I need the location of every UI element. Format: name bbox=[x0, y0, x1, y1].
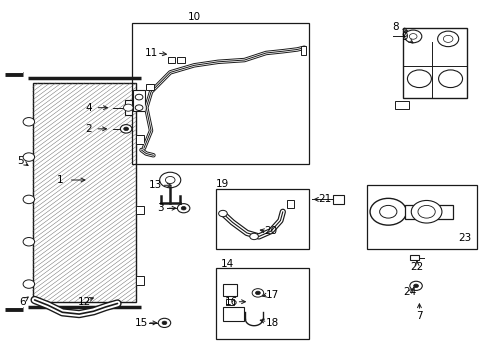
Circle shape bbox=[23, 153, 35, 161]
Bar bbox=[136, 276, 144, 285]
Text: 2: 2 bbox=[85, 124, 92, 134]
Text: 7: 7 bbox=[415, 311, 422, 321]
Bar bbox=[136, 206, 144, 214]
Text: 13: 13 bbox=[149, 180, 162, 190]
Bar bbox=[223, 307, 244, 321]
Circle shape bbox=[158, 318, 170, 328]
Text: 6: 6 bbox=[19, 297, 25, 307]
Text: 12: 12 bbox=[77, 297, 90, 307]
Text: 11: 11 bbox=[144, 48, 157, 58]
Circle shape bbox=[218, 210, 227, 217]
Bar bbox=[33, 83, 136, 302]
Circle shape bbox=[369, 198, 406, 225]
Text: 1: 1 bbox=[57, 175, 63, 185]
Text: 4: 4 bbox=[85, 103, 92, 113]
Text: 22: 22 bbox=[409, 262, 423, 273]
Circle shape bbox=[135, 94, 142, 100]
Circle shape bbox=[379, 206, 396, 218]
Circle shape bbox=[135, 105, 142, 111]
Circle shape bbox=[181, 207, 185, 210]
Bar bbox=[215, 189, 308, 249]
Text: 19: 19 bbox=[216, 179, 229, 189]
Text: 5: 5 bbox=[18, 156, 24, 166]
Circle shape bbox=[165, 176, 175, 184]
Bar bbox=[226, 299, 233, 305]
Circle shape bbox=[162, 321, 166, 325]
Circle shape bbox=[249, 233, 258, 240]
Circle shape bbox=[437, 31, 458, 47]
Text: 23: 23 bbox=[457, 233, 470, 243]
Bar bbox=[223, 284, 237, 296]
Circle shape bbox=[177, 204, 189, 213]
Circle shape bbox=[443, 35, 452, 42]
Circle shape bbox=[123, 104, 133, 111]
Bar bbox=[146, 84, 154, 90]
Circle shape bbox=[23, 238, 35, 246]
Text: 10: 10 bbox=[187, 12, 201, 22]
Text: 3: 3 bbox=[157, 203, 163, 213]
Circle shape bbox=[409, 281, 422, 291]
Text: 18: 18 bbox=[265, 318, 278, 328]
Bar bbox=[167, 57, 175, 63]
Bar bbox=[124, 100, 132, 116]
Text: 17: 17 bbox=[265, 290, 278, 300]
Bar bbox=[215, 268, 308, 339]
Circle shape bbox=[23, 195, 35, 204]
Circle shape bbox=[23, 280, 35, 288]
Bar bbox=[402, 28, 467, 98]
Text: 15: 15 bbox=[135, 318, 148, 328]
Text: 9: 9 bbox=[401, 32, 407, 42]
Circle shape bbox=[123, 127, 128, 131]
Bar bbox=[395, 101, 408, 109]
Circle shape bbox=[438, 70, 462, 87]
Text: 8: 8 bbox=[391, 22, 398, 32]
Text: 24: 24 bbox=[403, 287, 416, 297]
Bar bbox=[136, 135, 144, 144]
Bar bbox=[409, 255, 419, 260]
Circle shape bbox=[417, 206, 434, 218]
Bar bbox=[300, 46, 305, 55]
Bar bbox=[177, 57, 184, 63]
Circle shape bbox=[120, 125, 132, 133]
Circle shape bbox=[404, 30, 421, 43]
Circle shape bbox=[413, 284, 418, 288]
Circle shape bbox=[407, 70, 430, 87]
Circle shape bbox=[408, 33, 416, 39]
Bar bbox=[404, 206, 452, 219]
Circle shape bbox=[410, 201, 441, 223]
Circle shape bbox=[255, 291, 260, 294]
Circle shape bbox=[160, 172, 181, 188]
Text: 16: 16 bbox=[224, 297, 237, 307]
Bar bbox=[132, 23, 308, 164]
Bar bbox=[366, 185, 476, 249]
Text: 21: 21 bbox=[318, 194, 331, 204]
Text: 14: 14 bbox=[221, 259, 234, 269]
Bar bbox=[332, 195, 343, 204]
Circle shape bbox=[23, 118, 35, 126]
Bar bbox=[286, 200, 294, 207]
Circle shape bbox=[252, 289, 263, 297]
Text: 20: 20 bbox=[264, 226, 277, 236]
Bar bbox=[133, 90, 145, 111]
